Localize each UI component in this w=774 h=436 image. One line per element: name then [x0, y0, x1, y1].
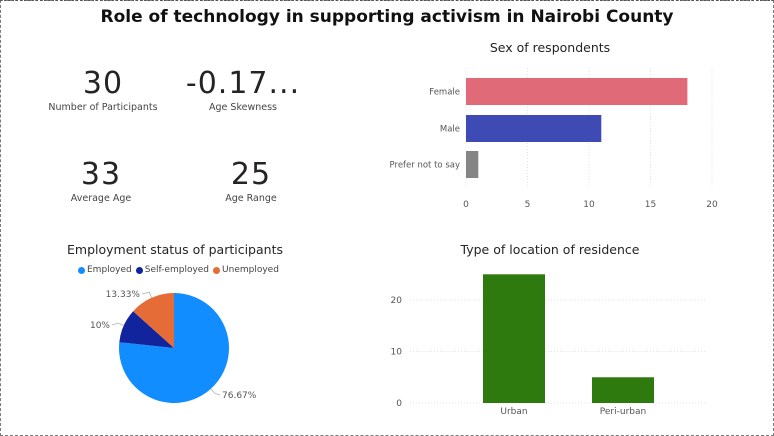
bar-urban[interactable] — [483, 274, 545, 403]
kpi-label: Age Range — [225, 193, 277, 204]
legend-item-unemployed[interactable]: Unemployed — [213, 265, 279, 275]
pie-data-label: 13.33% — [106, 290, 141, 300]
kpi-value: 30 — [82, 66, 124, 101]
kpi-label: Age Skewness — [209, 102, 277, 113]
bar-female[interactable] — [466, 78, 688, 105]
legend-dot-employed — [78, 266, 85, 274]
y-tick-label: Male — [440, 125, 460, 135]
sex-chart-title: Sex of respondents — [489, 40, 611, 55]
x-tick-label: Urban — [500, 407, 527, 417]
employment-chart-title: Employment status of participants — [67, 242, 283, 257]
kpi-label: Average Age — [70, 193, 132, 204]
leader-line — [141, 291, 153, 298]
pie-slice-employed[interactable] — [119, 293, 229, 403]
y-tick-label: Female — [429, 88, 460, 98]
kpi-value: 33 — [80, 157, 122, 192]
y-tick-label: 10 — [391, 348, 403, 358]
x-tick-label: Peri-urban — [600, 407, 646, 417]
bar-male[interactable] — [466, 115, 602, 142]
x-tick-label: 15 — [645, 200, 656, 210]
kpi-card-average-age[interactable]: 33 Average Age — [26, 157, 176, 204]
kpi-value: 25 — [230, 157, 272, 192]
kpi-card-participants[interactable]: 30 Number of Participants — [28, 66, 178, 113]
employment-pie-chart[interactable]: 76.67% 10% 13.33% — [60, 280, 320, 420]
pie-data-label: 10% — [90, 321, 110, 331]
legend-label: Unemployed — [222, 265, 279, 275]
location-chart-title: Type of location of residence — [460, 242, 640, 257]
x-tick-label: 20 — [706, 200, 718, 210]
employment-legend: Employed Self-employed Unemployed — [78, 265, 279, 275]
leader-line — [210, 388, 221, 396]
legend-dot-unemployed — [213, 266, 221, 274]
bar-peri-urban[interactable] — [592, 377, 654, 403]
kpi-card-age-skewness[interactable]: -0.17... Age Skewness — [168, 66, 318, 113]
kpi-value: -0.17... — [185, 66, 301, 101]
legend-label: Self-employed — [144, 265, 210, 275]
y-tick-label: 20 — [391, 296, 403, 306]
x-tick-label: 0 — [463, 200, 469, 210]
y-tick-label: Prefer not to say — [390, 161, 460, 171]
bar-prefer-not-to-say[interactable] — [466, 151, 479, 178]
frame-top-border — [0, 0, 774, 1]
sex-of-respondents-chart[interactable]: 0 5 10 15 20 Female Male Prefer not to say — [380, 60, 740, 220]
legend-label: Employed — [87, 265, 132, 275]
legend-item-employed[interactable]: Employed — [78, 265, 132, 275]
y-tick-label: 0 — [396, 399, 402, 409]
x-tick-label: 5 — [525, 200, 531, 210]
x-tick-label: 10 — [583, 200, 595, 210]
legend-dot-self-employed — [135, 266, 143, 274]
kpi-label: Number of Participants — [48, 102, 158, 113]
kpi-card-age-range[interactable]: 25 Age Range — [176, 157, 326, 204]
pie-data-label: 76.67% — [222, 391, 257, 401]
leader-line — [111, 322, 124, 326]
pie-slice-unemployed[interactable] — [133, 293, 174, 348]
pie-slice-self-employed[interactable] — [119, 311, 174, 348]
location-of-residence-chart[interactable]: 0 10 20 Urban Peri-urban — [380, 258, 720, 423]
page-title: Role of technology in supporting activis… — [100, 7, 674, 27]
legend-item-self-employed[interactable]: Self-employed — [135, 265, 210, 275]
